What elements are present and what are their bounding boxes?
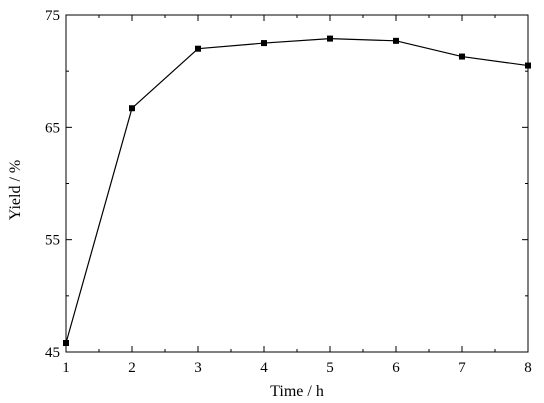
y-tick-label: 55 bbox=[45, 233, 60, 249]
y-axis-title: Yield / % bbox=[7, 160, 24, 220]
plot-frame bbox=[65, 14, 529, 353]
axis-ticks bbox=[65, 14, 529, 353]
series-markers bbox=[63, 35, 531, 347]
x-tick-label: 5 bbox=[326, 360, 334, 376]
data-point-marker bbox=[195, 45, 201, 52]
series-line bbox=[65, 37, 529, 344]
data-point-marker bbox=[459, 53, 465, 60]
data-point-marker bbox=[525, 62, 531, 69]
x-tick-label: 2 bbox=[128, 360, 136, 376]
data-point-marker bbox=[393, 37, 399, 44]
y-tick-label: 45 bbox=[45, 345, 60, 361]
x-tick-label: 3 bbox=[194, 360, 202, 376]
y-tick-label: 65 bbox=[45, 120, 60, 136]
x-tick-label: 8 bbox=[524, 360, 532, 376]
x-axis-title: Time / h bbox=[270, 383, 324, 400]
x-tick-label: 6 bbox=[392, 360, 400, 376]
x-tick-label: 1 bbox=[62, 360, 70, 376]
data-point-marker bbox=[63, 340, 69, 347]
x-tick-label: 4 bbox=[260, 360, 268, 376]
data-point-marker bbox=[261, 40, 267, 47]
data-point-marker bbox=[327, 35, 333, 42]
y-tick-label: 75 bbox=[45, 8, 60, 24]
data-point-marker bbox=[129, 105, 135, 112]
x-tick-label: 7 bbox=[458, 360, 466, 376]
